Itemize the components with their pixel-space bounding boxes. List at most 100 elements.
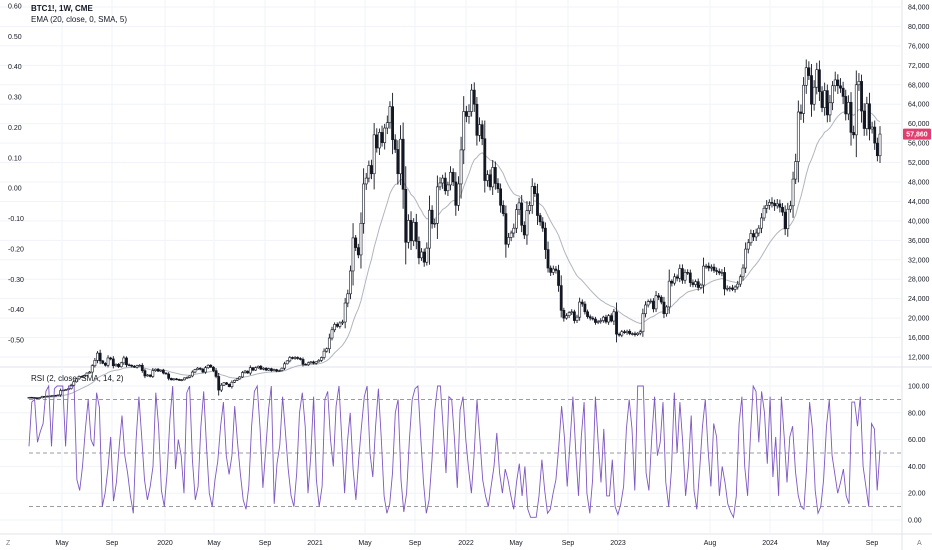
rsi-levels	[29, 398, 902, 508]
ema-label[interactable]: EMA (20, close, 0, SMA, 5)	[31, 15, 127, 24]
rsi-layer	[28, 384, 881, 519]
candle	[314, 361, 318, 365]
candle	[680, 264, 684, 284]
candle	[225, 381, 229, 385]
candle	[409, 211, 413, 251]
candle	[572, 309, 576, 324]
candle	[596, 319, 600, 325]
candle	[143, 368, 147, 379]
left-tick-label: 0.60	[8, 4, 22, 11]
candle	[678, 264, 682, 283]
candle	[446, 181, 450, 196]
candle	[190, 370, 194, 378]
candle	[111, 356, 115, 369]
candle	[238, 376, 242, 380]
candle	[138, 364, 142, 367]
time-tick-label: May	[509, 540, 523, 547]
rsi-line	[28, 384, 881, 519]
candle	[728, 286, 732, 292]
price-tick-label: 60,000	[908, 121, 930, 128]
rsi-tick-label: 0.00	[908, 518, 922, 525]
symbol-label[interactable]: BTC1!, 1W, CME	[31, 4, 93, 13]
candle	[214, 368, 218, 379]
candle	[696, 278, 700, 291]
price-axis[interactable]: 84,000 80,000 76,000 72,000 68,000 64,000 60,0…	[908, 5, 930, 362]
candle	[478, 117, 481, 142]
candle	[472, 82, 476, 112]
candle	[96, 351, 99, 364]
current-price-badge	[903, 128, 931, 140]
candle	[53, 394, 57, 397]
candle	[354, 235, 358, 252]
candle	[93, 358, 97, 368]
candle	[130, 364, 134, 368]
candle	[198, 367, 202, 371]
candle	[773, 199, 777, 211]
left-tick-label: -0.20	[8, 246, 24, 253]
price-tick-label: 56,000	[908, 141, 930, 148]
rsi-axis[interactable]: 100.00 80.00 60.00 40.00 20.00 0.00	[908, 384, 930, 525]
candle	[349, 265, 352, 300]
rsi-label[interactable]: RSI (2, close, SMA, 14, 2)	[31, 374, 124, 383]
candle	[172, 378, 176, 381]
left-tick-label: -0.30	[8, 277, 24, 284]
candle	[818, 60, 821, 101]
candle	[125, 356, 128, 368]
candle	[90, 364, 94, 375]
time-axis[interactable]: May Sep 2020 May Sep 2021 May Sep 2022 May Sep 2023…	[55, 540, 878, 547]
candle	[707, 262, 711, 272]
candle	[496, 178, 500, 193]
candle	[451, 168, 455, 187]
time-tick-label: 2023	[610, 540, 626, 547]
candle	[227, 383, 231, 388]
candle	[757, 225, 761, 237]
candle	[499, 183, 503, 213]
candle	[212, 366, 215, 373]
candle	[746, 238, 750, 254]
candle	[30, 396, 34, 399]
candle	[122, 355, 126, 365]
candle	[291, 356, 294, 360]
candle	[839, 78, 842, 93]
candle	[32, 397, 36, 399]
candle	[254, 366, 257, 371]
candle	[654, 290, 658, 312]
candle	[185, 376, 189, 379]
candle	[275, 368, 279, 373]
candle	[293, 356, 297, 360]
candle	[380, 125, 384, 147]
candle	[243, 370, 247, 374]
rsi-tick-label: 80.00	[908, 410, 926, 417]
candle	[791, 171, 795, 218]
candle	[649, 298, 653, 304]
candle	[433, 218, 437, 228]
candle	[264, 367, 268, 372]
candle	[483, 120, 487, 193]
candle	[691, 279, 695, 288]
candle	[873, 120, 877, 150]
candle	[659, 295, 663, 305]
candle	[272, 368, 276, 372]
candle	[206, 364, 210, 369]
price-tick-label: 64,000	[908, 102, 930, 109]
candle	[106, 355, 110, 368]
corner-left-label[interactable]: Z	[6, 540, 11, 547]
candle	[831, 81, 834, 111]
candle	[301, 357, 305, 367]
corner-right-label[interactable]: A	[917, 540, 922, 547]
candle	[549, 265, 553, 276]
candle	[183, 377, 186, 381]
candle	[720, 269, 724, 277]
candle	[786, 202, 790, 237]
candle	[846, 95, 850, 121]
candle	[80, 375, 84, 378]
candle	[475, 97, 479, 146]
price-tick-label: 52,000	[908, 160, 930, 167]
candle	[543, 222, 547, 259]
candle	[715, 267, 719, 276]
candle	[480, 120, 484, 146]
candle	[628, 329, 632, 336]
candle	[857, 73, 861, 91]
left-tick-label: 0.30	[8, 95, 22, 102]
